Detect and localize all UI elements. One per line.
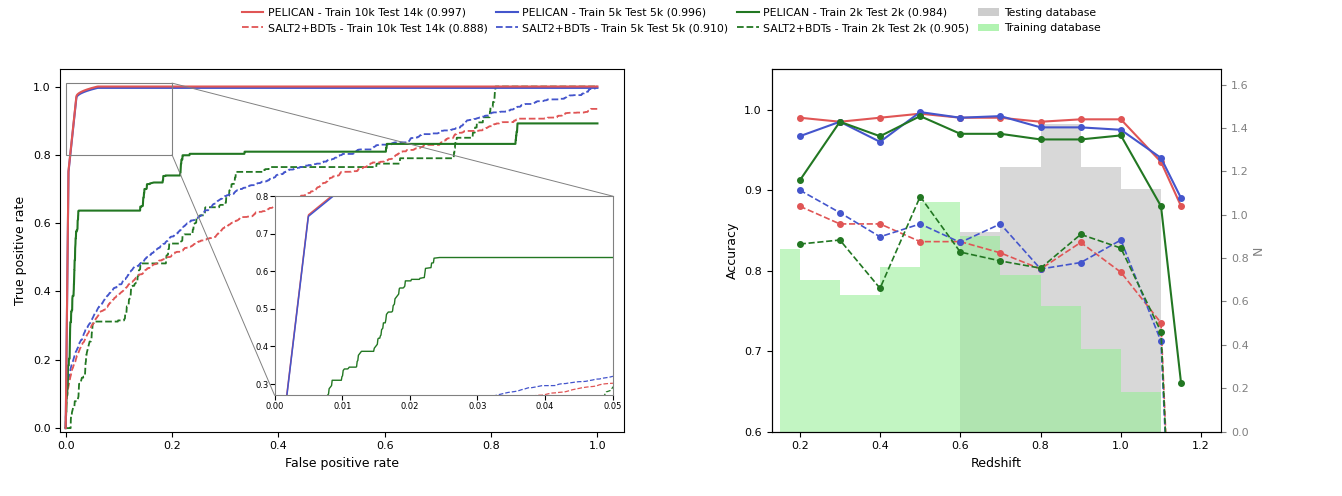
Bar xyxy=(1080,167,1121,432)
Bar xyxy=(961,237,1000,432)
Bar xyxy=(1000,167,1040,432)
Bar xyxy=(1080,349,1121,432)
Bar xyxy=(840,295,880,432)
Y-axis label: True positive rate: True positive rate xyxy=(15,196,27,305)
Bar xyxy=(1040,124,1080,432)
Bar xyxy=(961,232,1000,432)
Y-axis label: N: N xyxy=(1252,246,1264,255)
Bar xyxy=(1121,188,1161,432)
Bar xyxy=(1040,306,1080,432)
Bar xyxy=(921,202,961,432)
Y-axis label: Accuracy: Accuracy xyxy=(726,222,738,279)
Bar xyxy=(1121,392,1161,432)
X-axis label: False positive rate: False positive rate xyxy=(286,457,399,470)
Bar xyxy=(880,267,921,432)
X-axis label: Redshift: Redshift xyxy=(970,457,1023,470)
Bar xyxy=(780,249,800,432)
Bar xyxy=(1000,275,1040,432)
Bar xyxy=(800,280,840,432)
Bar xyxy=(66,83,172,155)
Legend: PELICAN - Train 10k Test 14k (0.997), SALT2+BDTs - Train 10k Test 14k (0.888), P: PELICAN - Train 10k Test 14k (0.997), SA… xyxy=(239,4,1103,36)
